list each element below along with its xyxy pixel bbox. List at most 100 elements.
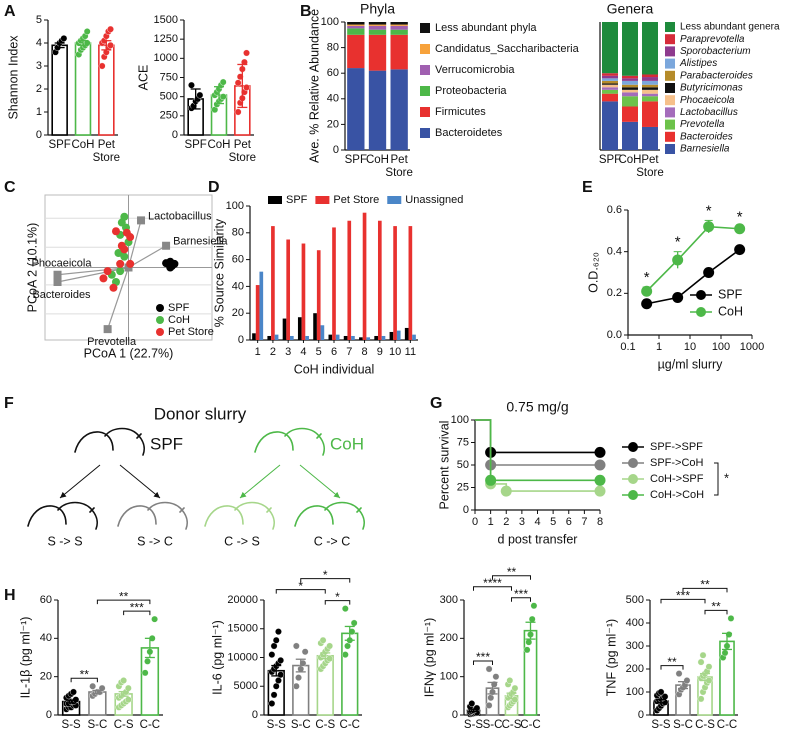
bar-segment <box>390 29 408 35</box>
data-point <box>99 274 108 283</box>
x-tick-label-box: S-S <box>464 719 483 731</box>
data-point <box>703 221 715 233</box>
legend-label: CoH <box>718 304 743 318</box>
data-point <box>530 602 538 610</box>
bar-segment <box>642 101 658 127</box>
y-axis-label: Shannon Index <box>6 35 20 120</box>
loading-marker <box>53 270 62 279</box>
data-point <box>83 39 91 47</box>
bar <box>374 335 378 340</box>
legend-swatch <box>665 58 675 69</box>
x-tick-label: C-C <box>716 719 738 731</box>
bar <box>362 212 367 340</box>
bar-segment <box>622 87 638 90</box>
x-tick-label: S-C <box>482 719 503 731</box>
significance-label: *** <box>476 650 490 664</box>
x-tick-label: CoH <box>618 154 642 166</box>
bar <box>290 335 294 340</box>
data-point <box>234 108 242 116</box>
x-tick-label-box: C-C <box>140 719 160 731</box>
legend-label: Verrucomicrobia <box>435 64 515 76</box>
x-tick-label: Pet Store <box>636 154 664 179</box>
bar <box>255 285 260 340</box>
bar <box>335 334 340 340</box>
recipient-mouse <box>117 501 188 530</box>
bar <box>267 335 272 340</box>
x-tick-label: 10 <box>389 346 401 358</box>
y-tick-label: 80 <box>327 42 339 54</box>
x-tick-label-box: SPF <box>598 154 622 166</box>
data-point <box>116 267 125 276</box>
legend-swatch <box>420 128 430 138</box>
x-tick-label-box: C-C <box>716 719 738 731</box>
legend-marker <box>696 290 706 300</box>
y-tick-label: 100 <box>226 200 244 212</box>
legend-label: Paraprevotella <box>680 34 745 45</box>
legend-swatch <box>420 86 430 96</box>
donor-label: CoH <box>330 434 364 453</box>
bar-segment <box>368 24 387 26</box>
panel-label: H <box>4 587 16 604</box>
x-tick-label: 5 <box>550 516 556 528</box>
recipient-label: C -> S <box>224 534 260 548</box>
significance-bracket <box>660 598 706 604</box>
data-point <box>120 252 129 261</box>
bar-segment <box>622 75 638 79</box>
x-tick-label: 10 <box>684 341 696 353</box>
bar <box>412 334 416 340</box>
x-tick-label: 6 <box>331 346 337 358</box>
data-point <box>301 648 309 656</box>
significance-label: ** <box>700 578 710 592</box>
data-point <box>120 212 129 221</box>
data-point <box>275 628 282 636</box>
x-tick-label-box: C-S <box>695 719 715 731</box>
loading-line <box>127 220 142 268</box>
y-tick-label: 5000 <box>234 680 258 692</box>
legend-marker <box>156 304 164 312</box>
legend-swatch <box>420 23 430 33</box>
x-tick-label: CoH <box>365 154 389 166</box>
legend-label: Candidatus_Saccharibacteria <box>435 43 580 55</box>
x-tick-label-box: S-C <box>290 719 311 731</box>
legend-marker <box>628 490 638 500</box>
data-point <box>326 642 334 650</box>
y-tick-label: 0 <box>172 129 178 141</box>
annotation: * <box>644 269 650 286</box>
data-point <box>272 636 280 644</box>
x-tick-label: C-S <box>113 719 134 731</box>
x-tick-label: 8 <box>597 516 603 528</box>
data-point <box>594 459 606 471</box>
legend-swatch <box>420 65 430 75</box>
data-point <box>234 79 242 87</box>
x-tick-label-box: C-S <box>315 719 336 731</box>
donor-mouse <box>74 427 145 456</box>
bar <box>286 239 291 340</box>
x-tick-label: S-C <box>290 719 311 731</box>
recipient-mouse <box>204 501 275 530</box>
y-tick-label: 0 <box>333 144 339 156</box>
x-tick-label: S-C <box>87 719 108 731</box>
x-tick-label: C-S <box>315 719 336 731</box>
legend-swatch <box>665 70 675 81</box>
x-tick-label: 5 <box>316 346 322 358</box>
y-tick-label: 20 <box>40 671 52 683</box>
loading-label: Barnesiella <box>173 236 228 248</box>
significance-bracket <box>123 610 151 616</box>
bar <box>351 335 355 340</box>
data-point <box>124 696 132 704</box>
significance-bracket <box>70 677 98 683</box>
chart-title: Phyla <box>360 1 395 17</box>
bar-segment <box>390 24 408 26</box>
significance-bracket <box>704 609 728 615</box>
bar <box>343 335 348 340</box>
x-tick-label: 7 <box>581 516 587 528</box>
bar-segment <box>368 25 387 30</box>
bar-segment <box>347 25 365 29</box>
bar-segment <box>642 96 658 102</box>
x-tick-label: 1 <box>488 516 494 528</box>
data-point <box>151 615 159 623</box>
x-tick-label: SPF <box>598 154 622 166</box>
legend-marker <box>156 328 164 336</box>
x-tick-label-box: Pet Store <box>385 154 413 179</box>
bar-segment <box>347 68 365 150</box>
